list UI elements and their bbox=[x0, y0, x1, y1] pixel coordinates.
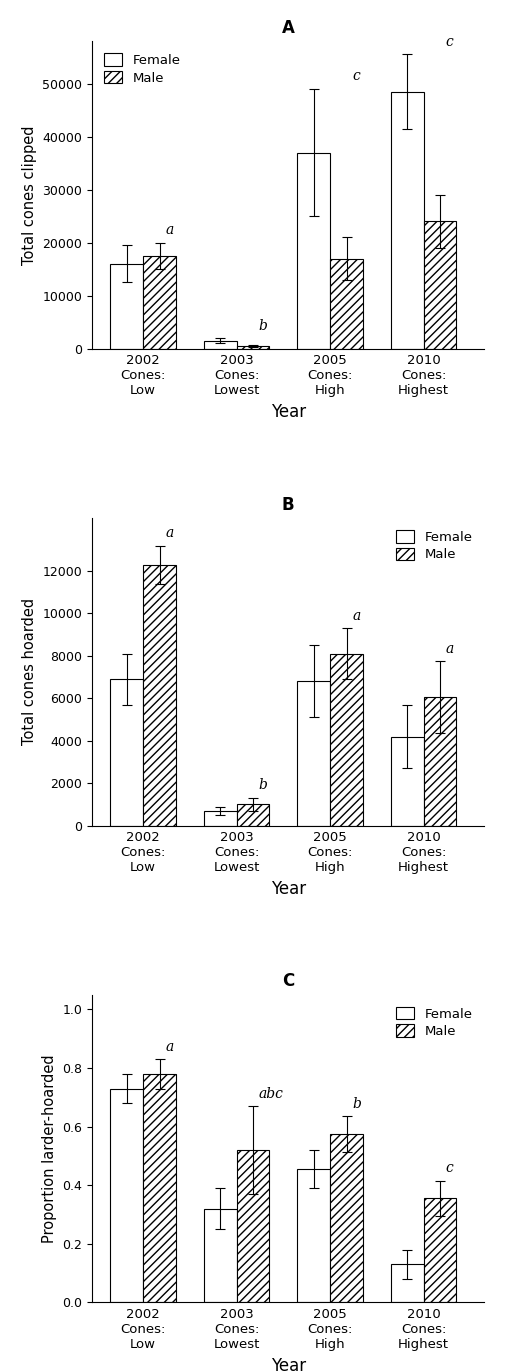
Text: c: c bbox=[352, 70, 359, 84]
Bar bbox=[297, 681, 330, 825]
Text: a: a bbox=[165, 223, 173, 237]
Bar bbox=[390, 736, 423, 825]
Bar bbox=[236, 1150, 269, 1302]
Bar bbox=[236, 345, 269, 348]
Legend: Female, Male: Female, Male bbox=[389, 1001, 477, 1043]
Text: c: c bbox=[445, 34, 453, 49]
Bar bbox=[236, 805, 269, 825]
Bar bbox=[110, 679, 143, 825]
Title: B: B bbox=[281, 496, 294, 514]
Text: a: a bbox=[165, 1039, 173, 1054]
Text: c: c bbox=[445, 1161, 453, 1175]
Bar bbox=[143, 565, 176, 825]
Bar bbox=[204, 341, 236, 348]
Title: A: A bbox=[281, 19, 294, 37]
Text: a: a bbox=[445, 642, 453, 655]
Bar bbox=[390, 92, 423, 348]
Bar bbox=[423, 698, 456, 825]
Bar bbox=[204, 810, 236, 825]
Text: b: b bbox=[258, 779, 267, 792]
Bar bbox=[297, 152, 330, 348]
X-axis label: Year: Year bbox=[270, 1356, 305, 1371]
Title: C: C bbox=[281, 972, 294, 990]
X-axis label: Year: Year bbox=[270, 403, 305, 421]
Y-axis label: Total cones clipped: Total cones clipped bbox=[21, 125, 37, 265]
Bar bbox=[143, 1073, 176, 1302]
Bar bbox=[143, 256, 176, 348]
Bar bbox=[330, 259, 362, 348]
Bar bbox=[110, 263, 143, 348]
Y-axis label: Proportion larder-hoarded: Proportion larder-hoarded bbox=[41, 1054, 56, 1243]
Bar bbox=[110, 1089, 143, 1302]
Bar bbox=[330, 1134, 362, 1302]
Bar bbox=[330, 654, 362, 825]
Y-axis label: Total cones hoarded: Total cones hoarded bbox=[21, 598, 37, 746]
Legend: Female, Male: Female, Male bbox=[98, 48, 186, 90]
Bar bbox=[204, 1209, 236, 1302]
Text: a: a bbox=[165, 526, 173, 540]
Bar bbox=[297, 1169, 330, 1302]
Bar bbox=[423, 1198, 456, 1302]
Text: abc: abc bbox=[258, 1087, 283, 1101]
Legend: Female, Male: Female, Male bbox=[389, 525, 477, 566]
Text: b: b bbox=[258, 318, 267, 333]
Bar bbox=[423, 222, 456, 348]
Text: a: a bbox=[352, 609, 360, 622]
X-axis label: Year: Year bbox=[270, 880, 305, 898]
Text: b: b bbox=[352, 1097, 360, 1111]
Bar bbox=[390, 1264, 423, 1302]
